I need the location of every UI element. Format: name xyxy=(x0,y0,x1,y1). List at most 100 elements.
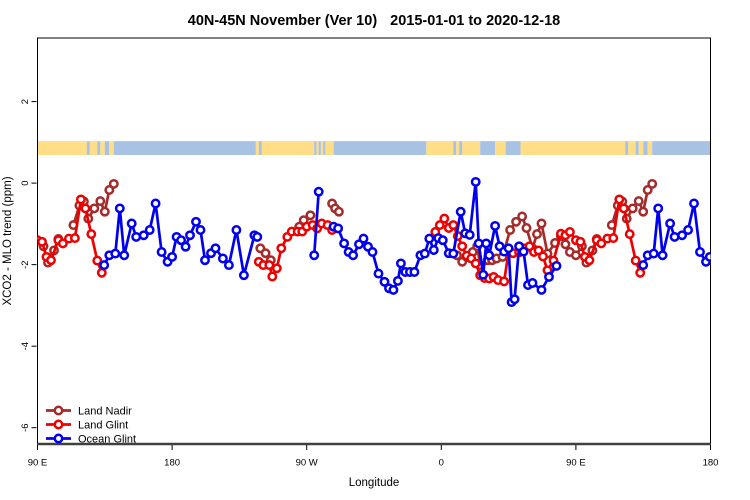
data-point-marker xyxy=(505,225,516,235)
series-line xyxy=(312,190,321,257)
data-point-marker xyxy=(490,220,501,231)
data-point-marker xyxy=(470,258,481,269)
data-point-marker xyxy=(210,243,221,254)
data-point-marker xyxy=(551,260,562,271)
data-point-marker xyxy=(596,238,607,249)
data-point-marker xyxy=(185,230,195,241)
data-point-marker xyxy=(395,258,406,269)
data-point-marker xyxy=(570,250,581,261)
y-tick-label: 2 xyxy=(20,99,31,104)
data-point-marker xyxy=(333,223,344,234)
data-point-marker xyxy=(683,225,694,235)
map-band-segment-ocean xyxy=(333,141,427,155)
map-band-segment-land xyxy=(316,141,319,155)
data-point-marker xyxy=(618,203,629,214)
map-band-segment-ocean xyxy=(480,141,496,155)
data-point-marker xyxy=(409,267,420,277)
data-point-marker xyxy=(86,229,97,240)
data-point-marker xyxy=(92,255,103,266)
map-band-segment-ocean xyxy=(86,141,90,155)
chart-title-dates: 2015-01-01 to 2020-12-18 xyxy=(390,13,560,29)
map-band-segment-ocean xyxy=(318,141,321,155)
data-point-marker xyxy=(499,276,510,287)
data-point-marker xyxy=(367,247,378,257)
data-point-marker xyxy=(434,220,445,231)
data-point-marker xyxy=(57,238,68,249)
data-point-marker xyxy=(104,185,115,195)
data-point-marker xyxy=(533,245,544,256)
x-tick-label: 90 E xyxy=(28,458,48,469)
map-band-segment-land xyxy=(89,141,98,155)
data-point-marker xyxy=(481,238,492,249)
data-point-marker xyxy=(75,194,86,205)
data-point-marker xyxy=(635,267,646,278)
data-point-marker xyxy=(131,231,142,242)
data-point-marker xyxy=(119,250,130,261)
axis-ticks: 90 E 180 90 W 0 90 E 180 2 0 -2 -4 -6 xyxy=(20,99,718,469)
data-point-marker xyxy=(264,260,275,271)
data-point-marker xyxy=(638,260,649,271)
data-point-marker xyxy=(503,243,514,254)
data-point-marker xyxy=(37,236,47,247)
map-band-segment-land xyxy=(325,141,334,155)
data-point-marker xyxy=(231,225,242,235)
y-tick-label: -2 xyxy=(20,260,31,268)
map-band-segment-land xyxy=(520,141,626,155)
map-band-segment-ocean xyxy=(505,141,521,155)
data-point-marker xyxy=(484,250,495,261)
data-point-marker xyxy=(575,236,586,247)
legend-marker-icon xyxy=(53,433,64,444)
data-point-marker xyxy=(614,194,625,205)
data-point-marker xyxy=(126,218,137,229)
data-point-marker xyxy=(238,270,249,281)
data-point-marker xyxy=(633,196,644,207)
data-point-marker xyxy=(648,248,659,259)
data-point-marker xyxy=(114,203,125,214)
data-point-marker xyxy=(624,229,635,240)
data-point-marker xyxy=(630,255,641,266)
data-point-marker xyxy=(509,294,520,305)
data-point-marker xyxy=(108,178,119,189)
series-land-glint xyxy=(37,194,646,287)
data-point-marker xyxy=(478,269,489,280)
data-point-marker xyxy=(627,203,638,214)
data-point-marker xyxy=(527,278,538,288)
map-band-segment-land xyxy=(495,141,506,155)
data-point-marker xyxy=(695,247,705,257)
map-band-segment-land xyxy=(462,141,481,155)
data-point-marker xyxy=(339,238,350,249)
data-point-marker xyxy=(677,230,688,241)
map-band-segment-land xyxy=(100,141,105,155)
map-band-segment-ocean xyxy=(643,141,648,155)
data-point-marker xyxy=(195,225,206,235)
data-point-marker xyxy=(647,178,658,189)
data-point-marker xyxy=(464,229,475,240)
data-point-marker xyxy=(536,218,547,229)
map-band-segment-land xyxy=(456,141,460,155)
data-point-marker xyxy=(373,268,384,279)
data-point-marker xyxy=(704,251,711,262)
legend-item-ocean-glint: Ocean Glint xyxy=(46,433,136,445)
legend-item-label: Ocean Glint xyxy=(78,433,136,445)
data-point-marker xyxy=(532,229,542,240)
data-point-marker xyxy=(309,250,320,261)
data-point-marker xyxy=(110,248,121,259)
map-band-segment-land xyxy=(320,141,324,155)
map-band-segment-ocean xyxy=(635,141,639,155)
data-point-marker xyxy=(669,231,680,242)
data-point-marker xyxy=(455,206,466,217)
data-point-marker xyxy=(560,239,571,250)
data-point-marker xyxy=(424,233,435,244)
data-point-marker xyxy=(252,231,263,242)
legend-item-label: Land Glint xyxy=(78,419,128,431)
data-point-marker xyxy=(544,271,554,282)
data-point-marker xyxy=(267,271,278,282)
data-point-marker xyxy=(46,255,56,266)
data-point-marker xyxy=(638,206,649,217)
data-point-marker xyxy=(689,198,699,209)
map-band-segment-ocean xyxy=(625,141,629,155)
map-band-segment-ocean xyxy=(104,141,110,155)
data-point-marker xyxy=(536,284,547,295)
data-point-marker xyxy=(470,176,481,187)
